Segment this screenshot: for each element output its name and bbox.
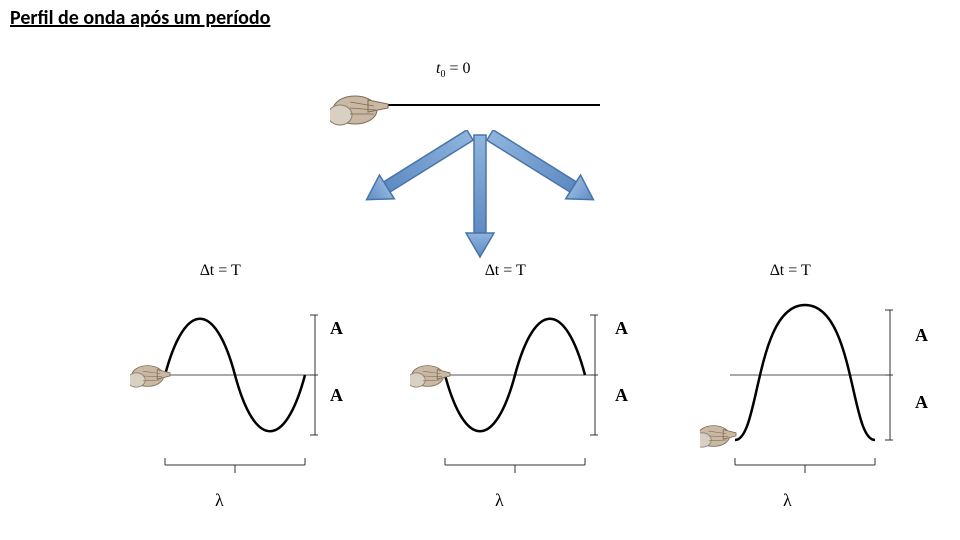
wave-diagram-1	[130, 290, 350, 460]
arrow-left	[359, 130, 477, 212]
initial-state-diagram	[330, 80, 630, 130]
amplitude-label: A	[330, 385, 343, 406]
wavelength-label: λ	[495, 490, 504, 511]
wave-diagram-3	[700, 290, 920, 460]
amplitude-label: A	[615, 385, 628, 406]
wavelength-label: λ	[783, 490, 792, 511]
hand-icon	[330, 96, 388, 125]
arrow-middle	[466, 135, 494, 257]
wave-diagram-2	[410, 290, 630, 460]
wavelength-label: λ	[215, 490, 224, 511]
delta-t-label-2: ∆t = T	[485, 262, 526, 280]
amplitude-label: A	[615, 318, 628, 339]
amplitude-label: A	[915, 392, 928, 413]
page-title: Perfil de onda após um período	[10, 6, 270, 30]
delta-t-label-1: ∆t = T	[200, 262, 241, 280]
branching-arrows	[0, 130, 960, 270]
initial-time-label: t0 = 0	[436, 60, 470, 80]
amplitude-label: A	[915, 325, 928, 346]
amplitude-label: A	[330, 318, 343, 339]
arrow-right	[483, 130, 601, 212]
delta-t-label-3: ∆t = T	[770, 262, 811, 280]
